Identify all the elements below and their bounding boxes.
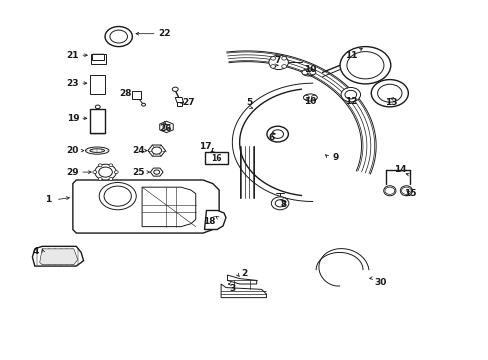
Circle shape [303,95,309,100]
Polygon shape [204,211,225,229]
Text: 7: 7 [274,57,280,66]
Bar [90,75,105,94]
Circle shape [163,125,169,130]
Circle shape [110,30,127,43]
Circle shape [109,177,113,180]
Text: 11: 11 [344,51,356,60]
Bar [177,102,182,107]
Circle shape [105,27,132,46]
Circle shape [281,57,286,60]
Circle shape [114,171,118,174]
Circle shape [109,164,113,167]
Text: 19: 19 [66,114,79,123]
Circle shape [270,65,275,68]
Circle shape [154,170,159,174]
Ellipse shape [302,69,315,76]
Text: 29: 29 [66,168,79,177]
Circle shape [271,130,283,138]
Text: 16: 16 [210,154,221,163]
Polygon shape [175,98,183,103]
Circle shape [99,183,136,210]
Circle shape [268,55,288,69]
Circle shape [275,200,285,207]
Circle shape [346,51,383,79]
Polygon shape [142,187,195,226]
Circle shape [302,70,307,75]
Text: 10: 10 [304,97,316,106]
Bar [132,91,141,99]
Circle shape [95,164,116,180]
Circle shape [270,57,275,60]
Circle shape [401,187,410,194]
Text: 12: 12 [344,97,356,106]
Circle shape [311,95,317,100]
Text: 10: 10 [304,65,316,74]
Polygon shape [160,121,173,133]
Text: 1: 1 [45,195,52,204]
Text: 21: 21 [66,51,79,60]
Circle shape [98,177,102,180]
Bar [92,54,104,59]
Polygon shape [148,145,165,156]
Text: 15: 15 [403,189,416,198]
Circle shape [271,197,288,210]
Circle shape [344,90,356,99]
Circle shape [266,126,288,142]
Text: 6: 6 [267,133,274,142]
Text: 27: 27 [182,98,194,107]
Text: 9: 9 [332,153,339,162]
Circle shape [93,171,97,174]
Ellipse shape [90,149,104,152]
Text: 25: 25 [132,168,144,177]
Ellipse shape [400,186,412,196]
Ellipse shape [303,94,317,101]
Polygon shape [150,168,163,176]
Text: 28: 28 [119,89,131,98]
Bar [204,152,227,164]
Text: 23: 23 [66,79,79,88]
Circle shape [98,164,102,167]
Circle shape [104,186,131,206]
Ellipse shape [383,186,395,196]
Text: 18: 18 [203,217,215,226]
Polygon shape [32,246,83,266]
Bar [90,109,105,133]
Ellipse shape [85,147,109,154]
Text: 14: 14 [393,166,406,175]
Polygon shape [227,275,256,284]
Circle shape [309,70,315,75]
Text: 5: 5 [246,98,252,107]
Circle shape [340,87,360,102]
Circle shape [339,46,390,84]
Circle shape [95,105,100,109]
Text: 17: 17 [199,142,211,151]
Circle shape [142,103,145,106]
Circle shape [370,80,407,107]
Circle shape [172,87,178,91]
Text: 4: 4 [33,247,39,256]
Text: 20: 20 [66,146,79,155]
Text: 22: 22 [158,29,170,38]
Circle shape [152,147,161,154]
Polygon shape [221,284,266,298]
Circle shape [377,84,401,102]
Text: 30: 30 [374,278,386,287]
Circle shape [384,187,394,194]
Bar [91,54,105,64]
Text: 13: 13 [385,98,397,107]
Text: 8: 8 [280,200,286,209]
Circle shape [99,167,112,177]
Text: 26: 26 [159,123,171,132]
Text: 2: 2 [241,269,247,278]
Polygon shape [40,249,78,265]
Text: 3: 3 [229,284,235,293]
Circle shape [281,65,286,68]
Text: 24: 24 [132,146,144,155]
Polygon shape [73,180,219,233]
